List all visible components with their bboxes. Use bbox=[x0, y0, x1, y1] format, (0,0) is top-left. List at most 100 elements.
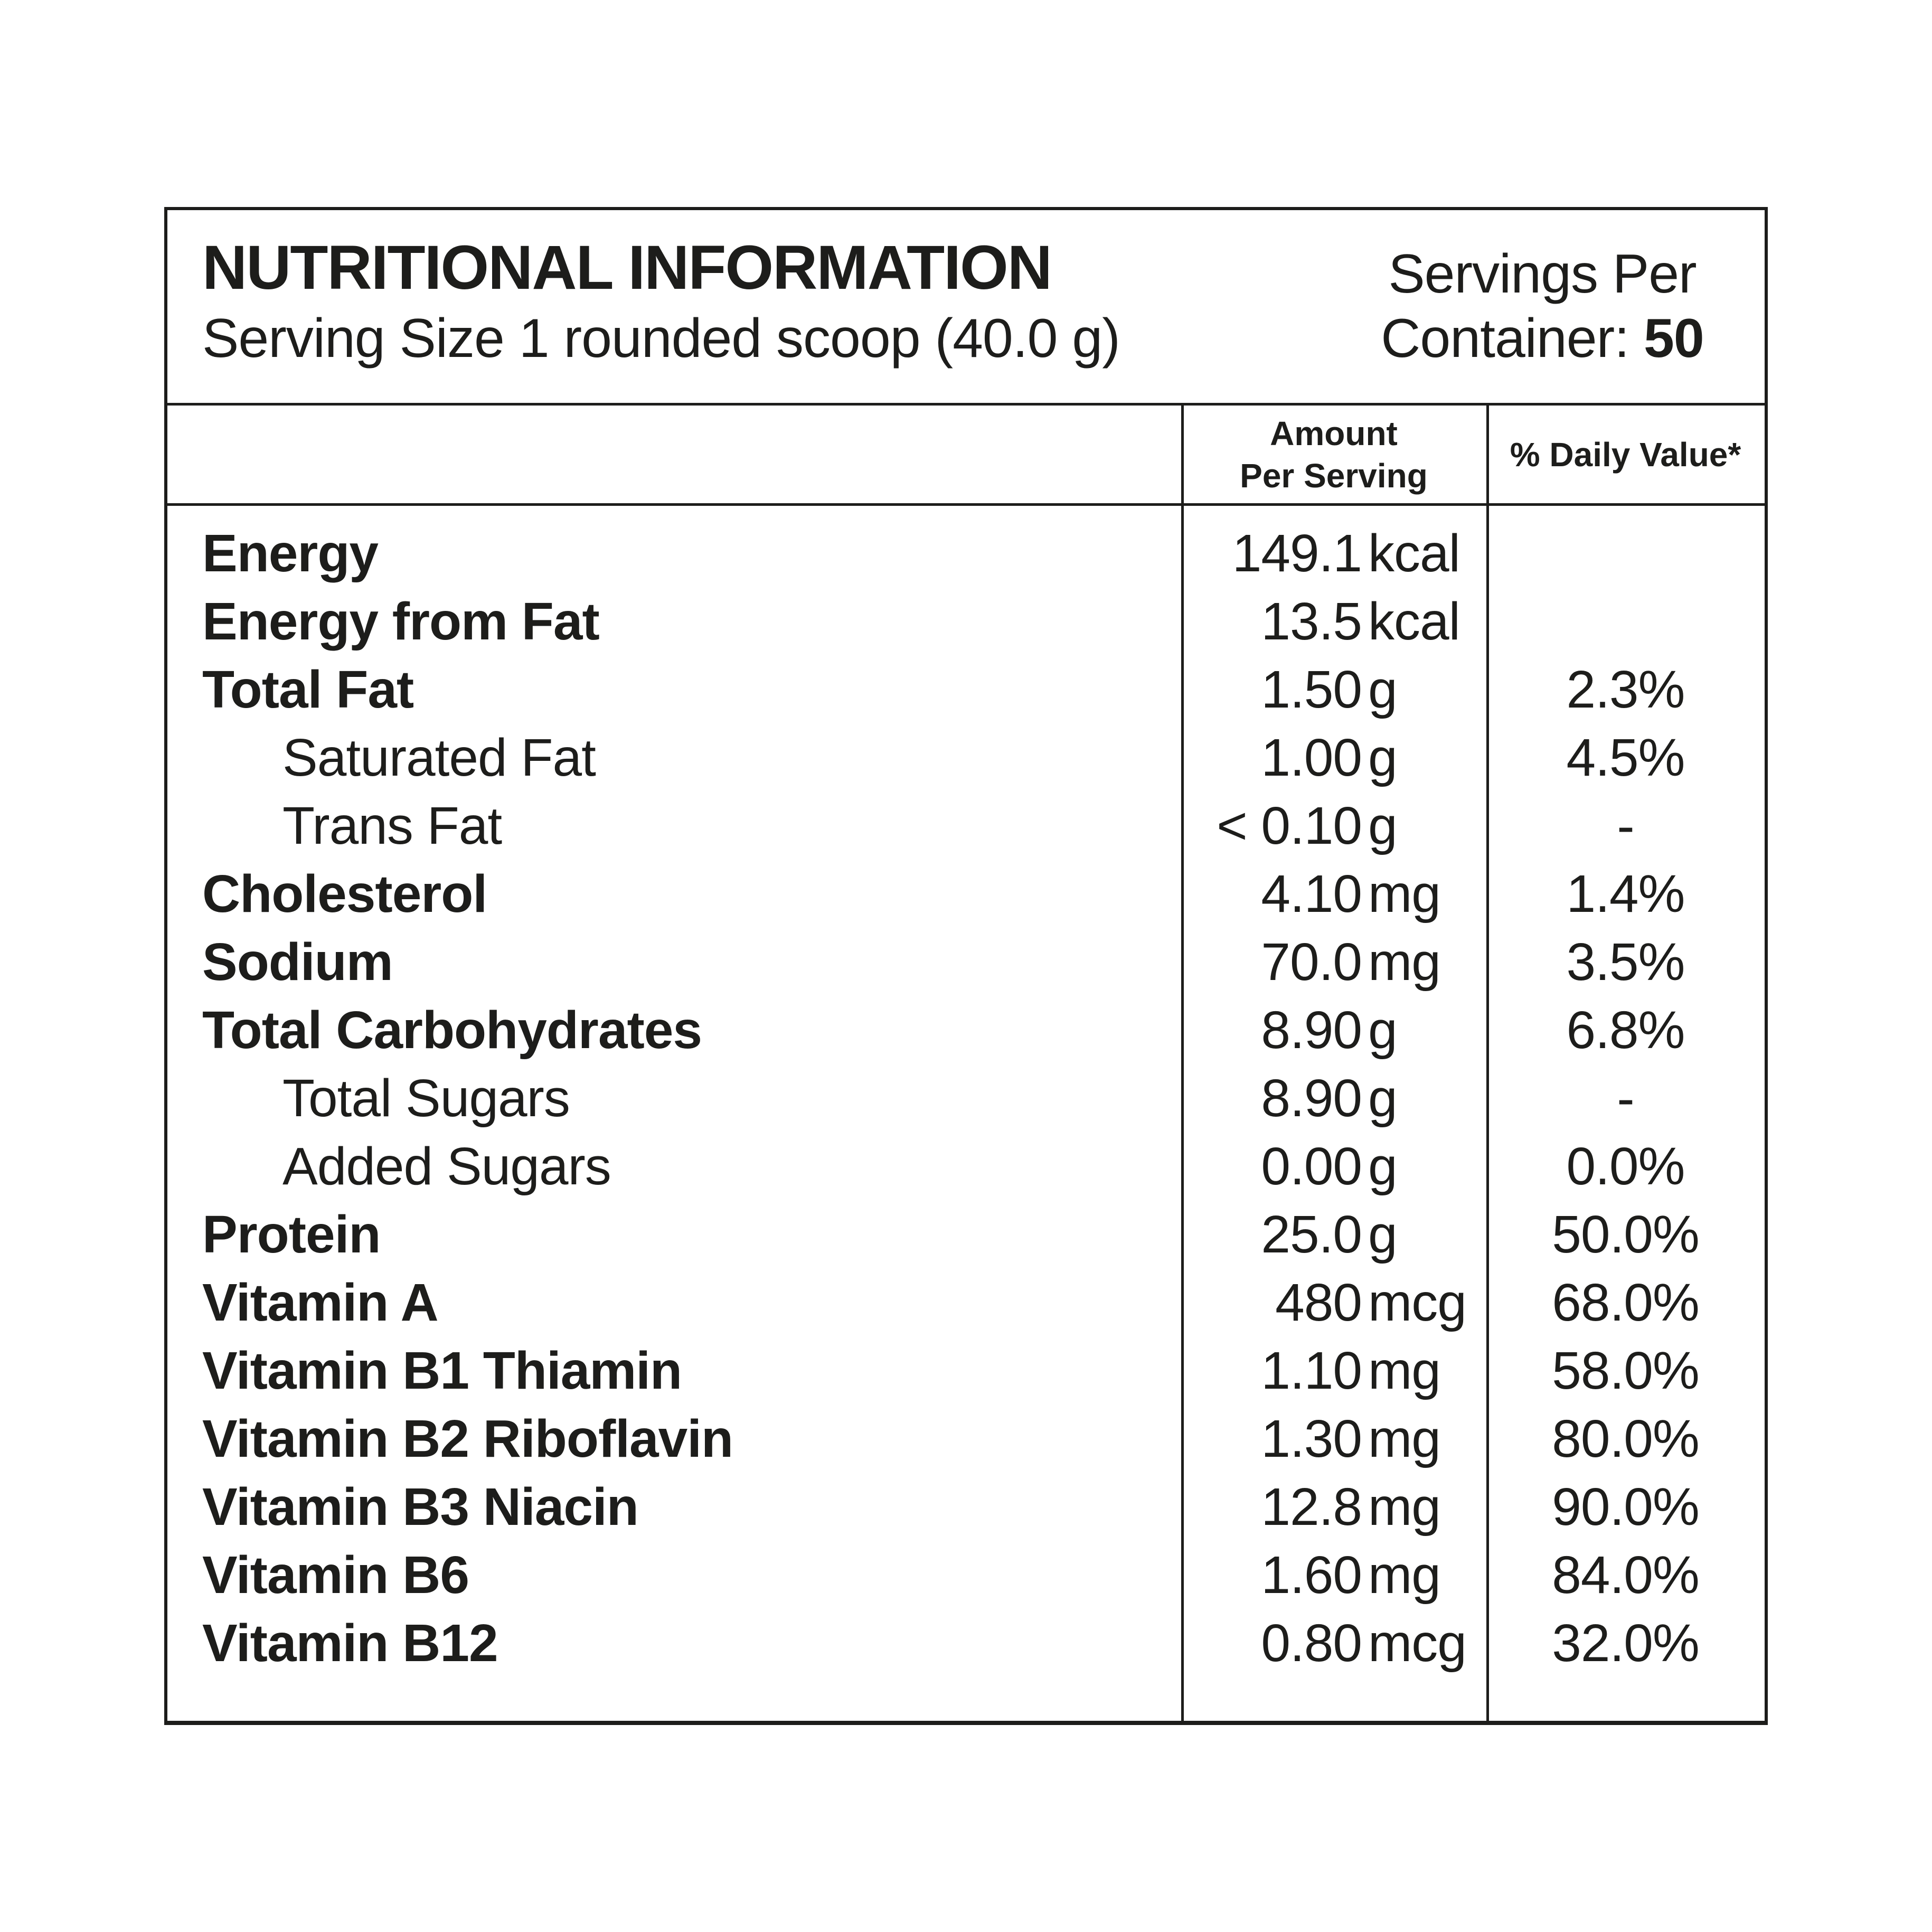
amount-cell: < 0.10 g bbox=[1181, 792, 1486, 860]
table-row: Vitamin B1 Thiamin 1.10 mg 58.0% bbox=[167, 1337, 1765, 1405]
amount-unit: mg bbox=[1368, 1477, 1441, 1537]
table-row: Vitamin B12 0.80 mcg 32.0% bbox=[167, 1609, 1765, 1677]
page-title: NUTRITIONAL INFORMATION bbox=[202, 233, 1052, 303]
column-divider-1 bbox=[1181, 406, 1184, 1721]
daily-value-cell: - bbox=[1617, 1069, 1634, 1128]
table-row: Energy 149.1 kcal bbox=[167, 520, 1765, 588]
servings-per-line1: Servings Per bbox=[1388, 243, 1697, 305]
amount-unit: mcg bbox=[1368, 1614, 1467, 1673]
nutrient-name: Vitamin B12 bbox=[202, 1614, 498, 1673]
column-divider-2 bbox=[1486, 406, 1489, 1721]
table-row: Added Sugars 0.00 g 0.0% bbox=[167, 1133, 1765, 1201]
amount-unit: g bbox=[1368, 660, 1398, 719]
amount-value: 1.50 bbox=[1261, 660, 1362, 719]
nutrient-name: Energy from Fat bbox=[202, 592, 600, 651]
amount-value: 8.90 bbox=[1261, 1001, 1362, 1060]
table-row: Trans Fat < 0.10 g - bbox=[167, 792, 1765, 860]
nutrient-name: Sodium bbox=[202, 932, 393, 992]
daily-value-cell bbox=[1486, 520, 1765, 588]
serving-size-text: Serving Size 1 rounded scoop (40.0 g) bbox=[202, 308, 1120, 369]
amount-unit: g bbox=[1368, 796, 1398, 855]
table-row: Total Sugars 8.90 g - bbox=[167, 1064, 1765, 1133]
amount-value: 4.10 bbox=[1261, 864, 1362, 923]
amount-value: 1.60 bbox=[1261, 1545, 1362, 1605]
amount-unit: mg bbox=[1368, 1545, 1441, 1605]
table-row: Protein 25.0 g 50.0% bbox=[167, 1201, 1765, 1269]
daily-value-cell: 1.4% bbox=[1566, 864, 1685, 923]
daily-value-cell: 4.5% bbox=[1566, 728, 1685, 787]
daily-value-cell: 80.0% bbox=[1552, 1409, 1700, 1468]
daily-value-cell: 3.5% bbox=[1566, 932, 1685, 992]
amount-cell: 12.8 mg bbox=[1181, 1473, 1486, 1541]
amount-cell: 25.0 g bbox=[1181, 1201, 1486, 1269]
amount-value: < 0.10 bbox=[1217, 796, 1362, 855]
table-row: Vitamin B3 Niacin 12.8 mg 90.0% bbox=[167, 1473, 1765, 1541]
table-row: Vitamin A 480 mcg 68.0% bbox=[167, 1269, 1765, 1337]
amount-value: 149.1 bbox=[1232, 524, 1362, 583]
table-body: Energy 149.1 kcal Energy from Fat 13.5 kca… bbox=[167, 506, 1765, 1721]
nutrient-name: Cholesterol bbox=[202, 864, 487, 923]
daily-value-cell: 32.0% bbox=[1552, 1614, 1700, 1673]
amount-header-line1: Amount bbox=[1270, 414, 1398, 453]
nutrient-name: Saturated Fat bbox=[282, 728, 596, 787]
nutrient-name: Trans Fat bbox=[282, 796, 502, 855]
nutrition-facts-panel: NUTRITIONAL INFORMATION Serving Size 1 r… bbox=[164, 207, 1768, 1725]
nutrient-name: Added Sugars bbox=[282, 1137, 611, 1196]
nutrient-name: Energy bbox=[202, 524, 379, 583]
nutrition-table: Amount Per Serving % Daily Value* Energy… bbox=[167, 403, 1765, 1721]
nutrient-name: Total Fat bbox=[202, 660, 414, 719]
amount-cell: 70.0 mg bbox=[1181, 928, 1486, 996]
table-row: Vitamin B6 1.60 mg 84.0% bbox=[167, 1541, 1765, 1609]
amount-cell: 8.90 g bbox=[1181, 996, 1486, 1064]
amount-value: 13.5 bbox=[1261, 592, 1362, 651]
amount-unit: mcg bbox=[1368, 1273, 1467, 1332]
amount-cell: 0.00 g bbox=[1181, 1133, 1486, 1201]
amount-value: 1.10 bbox=[1261, 1341, 1362, 1400]
amount-value: 480 bbox=[1275, 1273, 1362, 1332]
nutrient-name: Total Sugars bbox=[282, 1069, 570, 1128]
servings-per-line2: Container: 50 bbox=[1350, 306, 1735, 371]
amount-unit: g bbox=[1368, 728, 1398, 787]
amount-per-serving-header: Amount Per Serving bbox=[1181, 412, 1486, 497]
servings-per-line2-prefix: Container: bbox=[1381, 308, 1644, 369]
nutrient-name: Protein bbox=[202, 1205, 381, 1264]
amount-cell: 1.30 mg bbox=[1181, 1405, 1486, 1473]
amount-unit: g bbox=[1368, 1069, 1398, 1128]
amount-header-line2: Per Serving bbox=[1240, 456, 1428, 495]
daily-value-cell: 50.0% bbox=[1552, 1205, 1700, 1264]
amount-value: 1.30 bbox=[1261, 1409, 1362, 1468]
amount-unit: g bbox=[1368, 1205, 1398, 1264]
nutrient-name: Total Carbohydrates bbox=[202, 1001, 702, 1060]
daily-value-cell: 2.3% bbox=[1566, 660, 1685, 719]
amount-unit: kcal bbox=[1368, 592, 1460, 651]
nutrient-name: Vitamin A bbox=[202, 1273, 439, 1332]
amount-value: 70.0 bbox=[1261, 932, 1362, 992]
table-row: Energy from Fat 13.5 kcal bbox=[167, 588, 1765, 656]
amount-unit: g bbox=[1368, 1137, 1398, 1196]
amount-cell: 13.5 kcal bbox=[1181, 588, 1486, 656]
amount-unit: kcal bbox=[1368, 524, 1460, 583]
amount-value: 12.8 bbox=[1261, 1477, 1362, 1537]
daily-value-cell: 58.0% bbox=[1552, 1341, 1700, 1400]
table-row: Total Fat 1.50 g 2.3% bbox=[167, 656, 1765, 724]
nutrient-name: Vitamin B2 Riboflavin bbox=[202, 1409, 733, 1468]
table-row: Sodium 70.0 mg 3.5% bbox=[167, 928, 1765, 996]
label-header: NUTRITIONAL INFORMATION Serving Size 1 r… bbox=[167, 210, 1765, 403]
header-left: NUTRITIONAL INFORMATION Serving Size 1 r… bbox=[202, 234, 1350, 370]
amount-cell: 480 mcg bbox=[1181, 1269, 1486, 1337]
daily-value-cell: 0.0% bbox=[1566, 1137, 1685, 1196]
daily-value-cell: 84.0% bbox=[1552, 1545, 1700, 1605]
table-row: Cholesterol 4.10 mg 1.4% bbox=[167, 860, 1765, 928]
amount-unit: mg bbox=[1368, 1409, 1441, 1468]
daily-value-cell: 6.8% bbox=[1566, 1001, 1685, 1060]
daily-value-cell: 68.0% bbox=[1552, 1273, 1700, 1332]
amount-cell: 1.10 mg bbox=[1181, 1337, 1486, 1405]
amount-cell: 1.60 mg bbox=[1181, 1541, 1486, 1609]
daily-value-cell bbox=[1486, 588, 1765, 656]
amount-cell: 4.10 mg bbox=[1181, 860, 1486, 928]
daily-value-cell: - bbox=[1617, 796, 1634, 855]
column-headers-row: Amount Per Serving % Daily Value* bbox=[167, 406, 1765, 506]
amount-cell: 8.90 g bbox=[1181, 1064, 1486, 1133]
amount-unit: g bbox=[1368, 1001, 1398, 1060]
servings-count: 50 bbox=[1644, 308, 1704, 369]
